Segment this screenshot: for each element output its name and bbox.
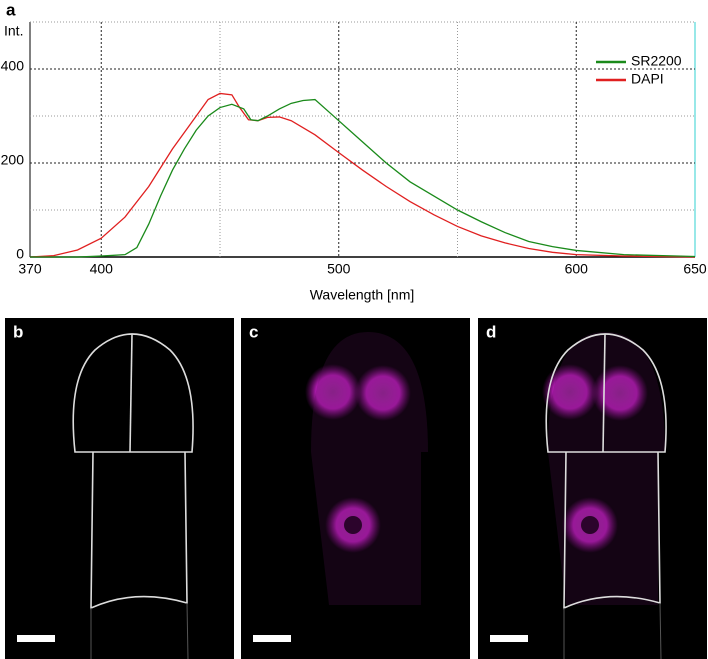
nucleus	[305, 364, 361, 420]
series-line	[30, 98, 696, 258]
scale-bar	[490, 635, 528, 642]
image-background	[241, 318, 470, 659]
series-line	[29, 92, 696, 258]
x-tick-label: 650	[683, 261, 707, 277]
image-background	[478, 318, 707, 659]
cell-wall	[563, 451, 661, 610]
cell-wall	[90, 602, 189, 659]
x-tick-label: 600	[565, 261, 589, 277]
x-tick-label: 400	[90, 261, 114, 277]
x-tick-label: 500	[327, 261, 351, 277]
cell-wall	[90, 451, 188, 610]
micrograph: d	[478, 318, 707, 659]
nucleus	[542, 364, 598, 420]
legend-label: SR2200	[631, 53, 682, 69]
image-background	[5, 318, 234, 659]
cell-wall	[545, 333, 667, 453]
y-tick-label: 0	[16, 246, 24, 262]
nucleus	[355, 365, 411, 421]
y-axis-label: Int.	[4, 23, 23, 39]
panel-label: c	[249, 322, 258, 341]
micrograph: b	[5, 318, 234, 659]
cell-wall	[72, 333, 194, 453]
micrograph: c	[241, 318, 470, 659]
panel-label: a	[6, 0, 16, 19]
nucleus	[592, 365, 648, 421]
x-tick-label: 370	[18, 261, 42, 277]
panel-label: b	[13, 322, 23, 341]
cell-wall	[563, 602, 662, 659]
nucleolus	[581, 516, 599, 534]
cell-wall	[129, 333, 133, 453]
cell-haze	[311, 332, 428, 605]
panel-label: d	[486, 322, 496, 341]
legend-label: DAPI	[631, 71, 664, 87]
y-tick-label: 400	[1, 58, 25, 74]
y-tick-label: 200	[1, 152, 25, 168]
cell-haze	[548, 332, 665, 605]
cell-wall	[602, 333, 606, 453]
x-axis-label: Wavelength [nm]	[310, 287, 415, 303]
scale-bar	[253, 635, 291, 642]
scale-bar	[17, 635, 55, 642]
nucleolus	[344, 516, 362, 534]
